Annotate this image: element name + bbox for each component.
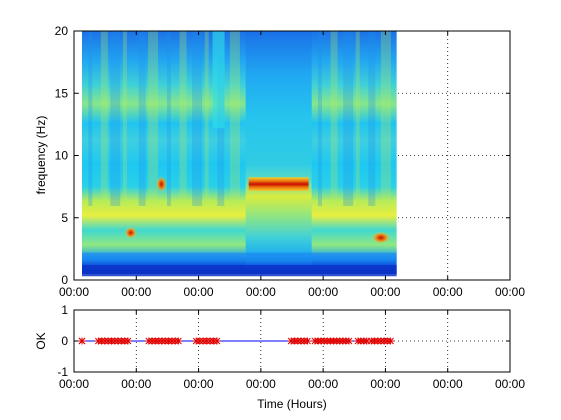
spectrogram-x-tick-label: 00:00 — [370, 285, 400, 299]
spectrogram-y-axis-label: frequency (Hz) — [34, 116, 48, 195]
ok-y-tick-label: 0 — [61, 334, 68, 348]
spectrogram-stripe — [317, 31, 322, 206]
spectrogram-stripe — [204, 31, 209, 206]
spectrogram-stripe — [212, 31, 225, 129]
ok-x-tick-label: 00:00 — [121, 377, 151, 391]
ok-y-tick-label: -1 — [57, 365, 68, 379]
ok-marker — [174, 337, 182, 345]
ok-series — [78, 337, 395, 345]
ok-x-tick-label: 00:00 — [495, 377, 525, 391]
spectrogram-low-band-2 — [82, 252, 397, 261]
spectrogram-stripe — [343, 31, 354, 206]
spectrogram-stripe — [330, 31, 338, 206]
ok-marker — [387, 337, 395, 345]
spectrogram-hot-spot — [371, 231, 391, 244]
spectrogram-image — [82, 31, 397, 277]
ok-marker — [213, 337, 221, 345]
spectrogram-y-tick-label: 5 — [61, 211, 68, 225]
spectrogram-y-tick-label: 10 — [55, 149, 69, 163]
spectrogram-x-tick-label: 00:00 — [121, 285, 151, 299]
ok-status-axes: -101 00:00 00:00 00:00 00:00 00:00 00:00 00:00… — [34, 303, 525, 411]
ok-marker — [78, 337, 86, 345]
spectrogram-x-tick-label: 00:00 — [246, 285, 276, 299]
spectrogram-stripe — [138, 31, 146, 206]
spectrogram-x-tick-label: 00:00 — [59, 285, 89, 299]
spectrogram-x-ticks: 00:00 00:00 00:00 00:00 00:00 00:00 00:00 00:00 — [59, 31, 525, 299]
ok-x-axis-label: Time (Hours) — [257, 397, 327, 411]
spectrogram-y-tick-label: 15 — [55, 86, 69, 100]
spectrogram-low-band — [82, 265, 397, 277]
spectrogram-stripe — [368, 31, 376, 206]
spectrogram-hot-spot — [156, 176, 167, 193]
spectrogram-stripe — [88, 31, 93, 206]
spectrogram-stripe — [355, 31, 360, 206]
spectrogram-stripe — [148, 31, 159, 206]
spectrogram-hot-spot — [124, 226, 137, 239]
spectrogram-x-tick-label: 00:00 — [495, 285, 525, 299]
spectrogram-x-tick-label: 00:00 — [184, 285, 214, 299]
spectrogram-stripe — [100, 31, 108, 206]
spectrogram-narrowband-line — [248, 177, 309, 191]
ok-marker — [345, 337, 353, 345]
spectrogram-x-tick-label: 00:00 — [433, 285, 463, 299]
ok-x-tick-label: 00:00 — [59, 377, 89, 391]
spectrogram-stripe — [110, 31, 121, 206]
ok-marker — [124, 337, 132, 345]
ok-y-axis-label: OK — [34, 332, 48, 349]
ok-x-tick-label: 00:00 — [246, 377, 276, 391]
spectrogram-stripe — [166, 31, 171, 206]
ok-y-ticks: -1 0 1 — [57, 303, 510, 379]
spectrogram-stripe — [380, 31, 391, 206]
ok-x-tick-label: 00:00 — [308, 377, 338, 391]
ok-x-ticks: 00:00 00:00 00:00 00:00 00:00 00:00 00:00 00:00 — [59, 310, 525, 391]
ok-y-tick-label: 1 — [61, 303, 68, 317]
spectrogram-y-tick-label: 20 — [55, 24, 69, 38]
ok-x-tick-label: 00:00 — [184, 377, 214, 391]
ok-x-tick-label: 00:00 — [433, 377, 463, 391]
spectrogram-stripe — [179, 31, 187, 206]
ok-marker — [303, 337, 311, 345]
spectrogram-quiet-region — [245, 31, 312, 274]
spectrogram-y-tick-label: 0 — [61, 273, 68, 287]
spectrogram-stripe — [229, 31, 240, 206]
spectrogram-stripe — [192, 31, 203, 206]
spectrogram-stripe — [122, 31, 127, 206]
ok-x-tick-label: 00:00 — [370, 377, 400, 391]
spectrogram-x-tick-label: 00:00 — [308, 285, 338, 299]
spectrogram-y-ticks: 0 5 10 15 20 — [55, 24, 510, 287]
